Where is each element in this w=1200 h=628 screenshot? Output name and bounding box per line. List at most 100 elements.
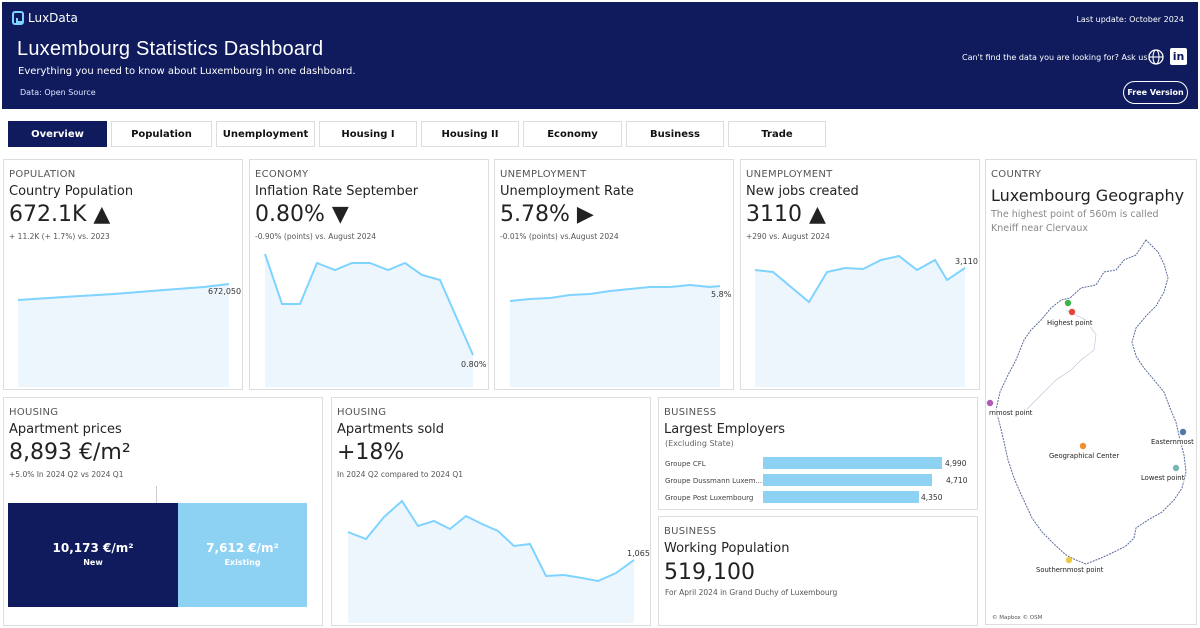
card-largest-employers: BUSINESS Largest Employers (Excluding St…: [658, 397, 978, 510]
card-geography: COUNTRY Luxembourg Geography The highest…: [985, 159, 1197, 625]
map-label-eastern: Easternmost: [1151, 438, 1194, 446]
map-label-southern: Southernmost point: [1036, 566, 1104, 574]
card-title: Inflation Rate September: [255, 184, 419, 199]
southern-point-marker: [1065, 556, 1073, 564]
card-unemployment-rate: UNEMPLOYMENT Unemployment Rate 5.78% ▶ -…: [494, 159, 734, 390]
card-population: POPULATION Country Population 672.1K ▲ +…: [3, 159, 243, 390]
header-banner: LuxData Last update: October 2024 Luxemb…: [2, 2, 1198, 109]
luxdata-logo-icon: [12, 11, 24, 25]
luxembourg-map[interactable]: [986, 160, 1197, 625]
inflation-sparkline: [264, 253, 474, 387]
page-title: Luxembourg Statistics Dashboard: [17, 38, 324, 60]
tab-business[interactable]: Business: [626, 121, 724, 147]
card-title: Apartments sold: [337, 422, 445, 437]
employer-value: 4,710: [946, 476, 968, 485]
kpi-note: For April 2024 in Grand Duchy of Luxembo…: [665, 588, 838, 597]
end-value-label: 672,050: [208, 287, 242, 296]
linkedin-icon[interactable]: in: [1170, 48, 1187, 65]
card-category: HOUSING: [337, 407, 387, 418]
employer-name: Groupe CFL: [665, 460, 706, 468]
card-apartment-prices: HOUSING Apartment prices 8,893 €/m² +5.0…: [3, 397, 323, 626]
northern-point-marker: [1064, 299, 1072, 307]
tab-economy[interactable]: Economy: [523, 121, 622, 147]
card-inflation: ECONOMY Inflation Rate September 0.80% ▼…: [249, 159, 489, 390]
new-price-value: 10,173 €/m²: [52, 541, 134, 555]
tab-trade[interactable]: Trade: [728, 121, 826, 147]
card-subtitle: (Excluding State): [665, 439, 734, 448]
employer-value: 4,350: [921, 493, 943, 502]
card-category: ECONOMY: [255, 169, 309, 180]
kpi-value: 672.1K ▲: [9, 202, 111, 227]
tab-bar: Overview Population Unemployment Housing…: [8, 121, 826, 147]
center-point-marker: [1079, 442, 1087, 450]
card-category: UNEMPLOYMENT: [746, 169, 833, 180]
eastern-point-marker: [1179, 428, 1187, 436]
tab-population[interactable]: Population: [111, 121, 212, 147]
card-working-population: BUSINESS Working Population 519,100 For …: [658, 516, 978, 626]
card-category: UNEMPLOYMENT: [500, 169, 587, 180]
ask-us-link[interactable]: Can't find the data you are looking for?…: [962, 53, 1151, 62]
right-arrow-icon: ▶: [576, 202, 594, 227]
card-title: New jobs created: [746, 184, 859, 199]
western-point-marker: [986, 399, 994, 407]
end-value-label: 3,110: [955, 257, 978, 266]
geography-description: The highest point of 560m is called Knei…: [991, 209, 1159, 234]
unemployment-sparkline: [509, 283, 721, 387]
employer-value: 4,990: [945, 459, 967, 468]
kpi-note: In 2024 Q2 compared to 2024 Q1: [337, 470, 463, 479]
tab-overview[interactable]: Overview: [8, 121, 107, 147]
card-apartments-sold: HOUSING Apartments sold +18% In 2024 Q2 …: [331, 397, 651, 626]
kpi-value: 519,100: [664, 560, 755, 585]
kpi-note: +5.0% In 2024 Q2 vs 2024 Q1: [9, 470, 124, 479]
kpi-note: +290 vs. August 2024: [746, 232, 830, 241]
card-title: Largest Employers: [664, 422, 786, 437]
kpi-value: 0.80% ▼: [255, 202, 349, 227]
existing-price-block: 7,612 €/m² Existing: [178, 503, 307, 607]
existing-price-label: Existing: [224, 558, 261, 567]
end-value-label: 5.8%: [711, 290, 732, 299]
card-new-jobs: UNEMPLOYMENT New jobs created 3110 ▲ +29…: [740, 159, 980, 390]
kpi-value: +18%: [337, 440, 405, 465]
kpi-note: -0.90% (points) vs. August 2024: [255, 232, 377, 241]
employer-name: Groupe Dussmann Luxem...: [665, 477, 763, 485]
employer-bar: [763, 457, 942, 469]
card-category: HOUSING: [9, 407, 59, 418]
population-sparkline: [17, 283, 230, 387]
existing-price-value: 7,612 €/m²: [206, 541, 279, 555]
down-arrow-icon: ▼: [331, 202, 349, 227]
card-title: Working Population: [664, 541, 790, 556]
globe-icon[interactable]: [1148, 49, 1164, 65]
tab-housing-1[interactable]: Housing I: [319, 121, 417, 147]
up-arrow-icon: ▲: [809, 202, 826, 227]
kpi-note: + 11.2K (+ 1.7%) vs. 2023: [9, 232, 110, 241]
kpi-value: 3110 ▲: [746, 202, 826, 227]
brand-logo[interactable]: LuxData: [12, 11, 78, 25]
card-title: Unemployment Rate: [500, 184, 634, 199]
card-title: Luxembourg Geography: [991, 186, 1185, 205]
employer-bar: [763, 474, 932, 486]
up-arrow-icon: ▲: [93, 202, 111, 227]
map-label-center: Geographical Center: [1049, 452, 1120, 460]
apartments-sold-sparkline: [347, 499, 635, 623]
card-category: POPULATION: [9, 169, 76, 180]
kpi-note: -0.01% (points) vs.August 2024: [500, 232, 619, 241]
new-price-label: New: [83, 558, 103, 567]
tab-unemployment[interactable]: Unemployment: [216, 121, 315, 147]
page-subtitle: Everything you need to know about Luxemb…: [18, 66, 356, 77]
last-update-text: Last update: October 2024: [1076, 15, 1184, 24]
kpi-value: 8,893 €/m²: [9, 440, 131, 465]
card-category: COUNTRY: [991, 169, 1042, 180]
map-credit: © Mapbox © OSM: [992, 615, 1043, 621]
new-price-block: 10,173 €/m² New: [8, 503, 178, 607]
end-value-label: 1,065: [627, 549, 650, 558]
card-category: BUSINESS: [664, 526, 717, 537]
employer-name: Groupe Post Luxembourg: [665, 494, 754, 502]
tab-housing-2[interactable]: Housing II: [421, 121, 519, 147]
free-version-button[interactable]: Free Version: [1123, 81, 1188, 104]
map-label-highest: Highest point: [1047, 319, 1093, 327]
highest-point-marker: [1068, 308, 1076, 316]
card-category: BUSINESS: [664, 407, 717, 418]
employer-bar: [763, 491, 919, 503]
jobs-sparkline: [754, 254, 966, 387]
card-title: Country Population: [9, 184, 134, 199]
